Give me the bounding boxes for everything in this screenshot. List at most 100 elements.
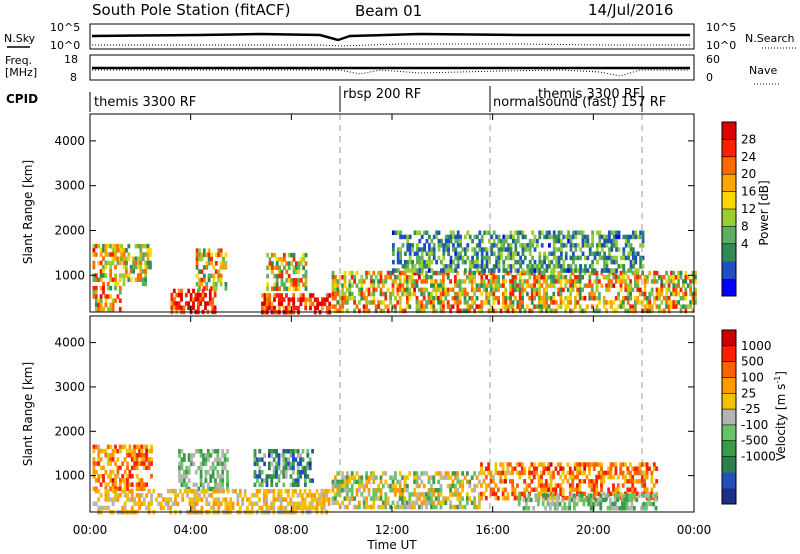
rti-cell-0-7 xyxy=(413,251,417,256)
rti-cell-0-6 xyxy=(518,300,522,305)
rti-cell-0-6 xyxy=(478,304,481,309)
rti-cell-1-3 xyxy=(277,497,281,502)
rti-cell-0-6 xyxy=(559,304,563,309)
rti-cell-1-2 xyxy=(282,453,286,458)
rti-cell-1-3 xyxy=(272,493,276,498)
rti-cell-0-7 xyxy=(560,247,563,252)
rti-cell-0-5 xyxy=(266,282,269,287)
rti-cell-0-6 xyxy=(686,275,690,280)
rti-cell-0-6 xyxy=(694,270,697,276)
rti-cell-0-0 xyxy=(106,252,110,257)
rti-cell-1-3 xyxy=(188,488,192,494)
rti-cell-1-5 xyxy=(580,470,584,476)
rti-cell-0-7 xyxy=(560,230,563,235)
y-tick-label-0-1: 2000 xyxy=(54,223,85,237)
rti-cell-0-6 xyxy=(552,308,556,314)
rti-cell-0-0 xyxy=(102,243,105,249)
rti-cell-0-6 xyxy=(391,270,395,276)
velocity-colorbar-swatch-9 xyxy=(722,345,736,362)
rti-cell-1-3 xyxy=(224,501,228,506)
rti-cell-0-6 xyxy=(521,279,524,284)
rti-cell-1-6 xyxy=(587,501,591,507)
rti-cell-1-5 xyxy=(547,470,551,476)
rti-cell-1-4 xyxy=(468,483,472,489)
rti-cell-1-4 xyxy=(449,483,452,489)
rti-cell-0-6 xyxy=(485,283,488,288)
rti-cell-0-6 xyxy=(420,270,424,276)
rti-cell-0-6 xyxy=(619,287,623,293)
rti-cell-0-1 xyxy=(141,281,145,287)
rti-cell-1-4 xyxy=(394,483,397,489)
rti-cell-1-3 xyxy=(320,488,324,494)
rti-cell-0-6 xyxy=(418,308,421,314)
rti-cell-0-6 xyxy=(554,275,558,280)
rti-cell-1-4 xyxy=(415,479,419,485)
rti-cell-0-7 xyxy=(612,259,616,265)
rti-cell-0-6 xyxy=(550,275,553,280)
rti-cell-0-2 xyxy=(201,288,205,294)
rti-cell-0-3 xyxy=(202,248,206,253)
rti-cell-1-2 xyxy=(292,465,295,471)
rti-cell-1-4 xyxy=(439,471,443,476)
rti-cell-1-0 xyxy=(126,482,129,487)
rti-cell-1-6 xyxy=(556,506,559,511)
rti-cell-0-4 xyxy=(321,297,324,302)
rti-cell-1-5 xyxy=(626,470,630,476)
rti-cell-1-3 xyxy=(219,501,223,506)
rti-cell-1-5 xyxy=(588,483,591,488)
rti-cell-0-6 xyxy=(430,291,433,297)
rti-cell-0-5 xyxy=(283,282,286,287)
rti-cell-0-6 xyxy=(566,279,570,284)
rti-cell-1-3 xyxy=(255,493,259,498)
rti-cell-0-6 xyxy=(468,270,472,276)
rti-cell-0-1 xyxy=(122,260,126,266)
rti-cell-0-6 xyxy=(485,291,488,297)
rti-cell-0-6 xyxy=(674,275,678,280)
rti-cell-1-3 xyxy=(270,488,273,494)
rti-cell-1-5 xyxy=(552,487,555,492)
rti-cell-1-5 xyxy=(501,491,505,497)
rti-cell-0-6 xyxy=(442,304,445,309)
rti-cell-1-6 xyxy=(529,497,533,503)
rti-cell-0-7 xyxy=(471,255,474,261)
rti-cell-0-6 xyxy=(655,279,659,284)
rti-cell-0-7 xyxy=(485,251,489,256)
rti-cell-0-4 xyxy=(280,301,284,307)
rti-cell-0-1 xyxy=(139,260,143,266)
rti-cell-0-7 xyxy=(490,251,494,256)
rti-cell-0-4 xyxy=(289,297,293,302)
rti-cell-0-6 xyxy=(662,275,666,280)
rti-cell-1-4 xyxy=(468,479,472,485)
rti-cell-1-0 xyxy=(150,444,153,450)
rti-cell-0-7 xyxy=(555,238,558,244)
rti-cell-0-0 xyxy=(99,294,103,299)
rti-cell-0-6 xyxy=(576,300,580,305)
rti-cell-1-5 xyxy=(600,479,603,484)
rti-cell-0-7 xyxy=(552,255,556,261)
rti-cell-0-5 xyxy=(304,261,308,266)
rti-cell-1-4 xyxy=(391,479,395,485)
rti-cell-0-7 xyxy=(627,268,630,273)
rti-cell-1-4 xyxy=(410,492,414,497)
rti-cell-1-4 xyxy=(401,496,404,501)
rti-cell-0-6 xyxy=(631,304,635,309)
rti-cell-1-5 xyxy=(655,466,659,471)
rti-cell-0-7 xyxy=(497,234,501,240)
rti-cell-1-5 xyxy=(616,487,620,492)
rti-cell-0-5 xyxy=(285,286,289,291)
rti-cell-1-1 xyxy=(199,482,203,488)
rti-cell-0-7 xyxy=(478,247,482,252)
rti-cell-1-5 xyxy=(492,474,495,480)
rti-cell-0-6 xyxy=(449,308,452,314)
rti-cell-1-0 xyxy=(111,457,115,462)
rti-cell-1-0 xyxy=(114,486,117,492)
rti-cell-1-0 xyxy=(114,444,117,450)
rti-cell-0-1 xyxy=(132,256,135,261)
rti-cell-0-6 xyxy=(629,287,632,293)
rti-cell-1-2 xyxy=(289,449,293,454)
rti-cell-0-6 xyxy=(593,296,596,301)
rti-cell-1-4 xyxy=(425,471,428,476)
rti-cell-1-5 xyxy=(532,474,536,480)
rti-cell-1-5 xyxy=(544,495,548,501)
rti-cell-1-4 xyxy=(442,500,445,506)
